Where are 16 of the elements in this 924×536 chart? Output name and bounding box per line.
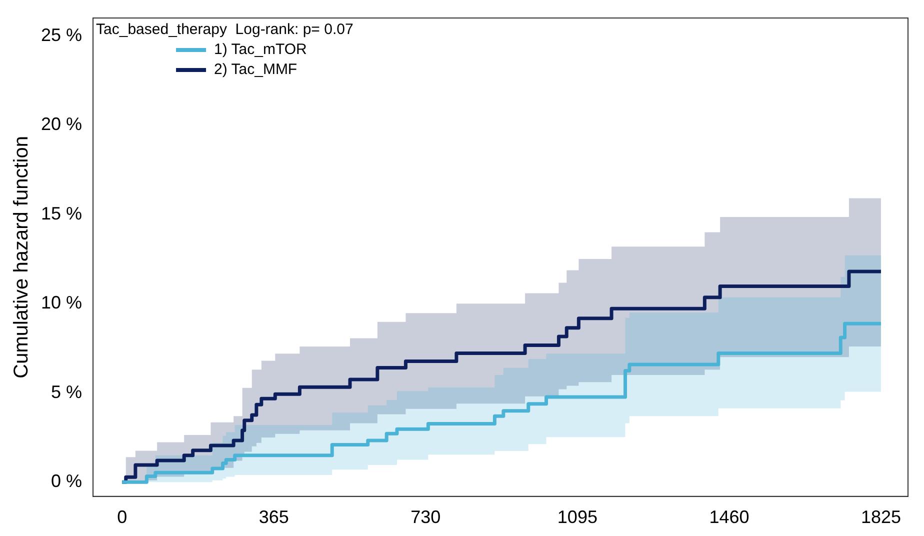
y-tick-label: 5 % [50,382,82,402]
y-tick-label: 20 % [40,114,82,134]
x-tick-label: 1825 [860,507,901,528]
legend-label: 1) Tac_mTOR [214,41,307,58]
x-tick-label: 1095 [557,507,598,528]
x-tick-label: 365 [258,507,289,528]
legend-title: Tac_based_therapy Log-rank: p= 0.07 [96,21,354,38]
y-tick-label: 0 % [50,471,82,492]
y-axis-title: Cumulative hazard function [10,136,33,378]
y-tick-label: 10 % [40,292,82,313]
x-tick-label: 1460 [709,507,750,528]
legend-label: 2) Tac_MMF [214,61,298,78]
y-tick-label: 25 % [40,24,82,45]
x-tick-label: 0 [117,507,128,528]
y-tick-label: 15 % [40,203,82,224]
x-tick-label: 730 [410,507,441,528]
